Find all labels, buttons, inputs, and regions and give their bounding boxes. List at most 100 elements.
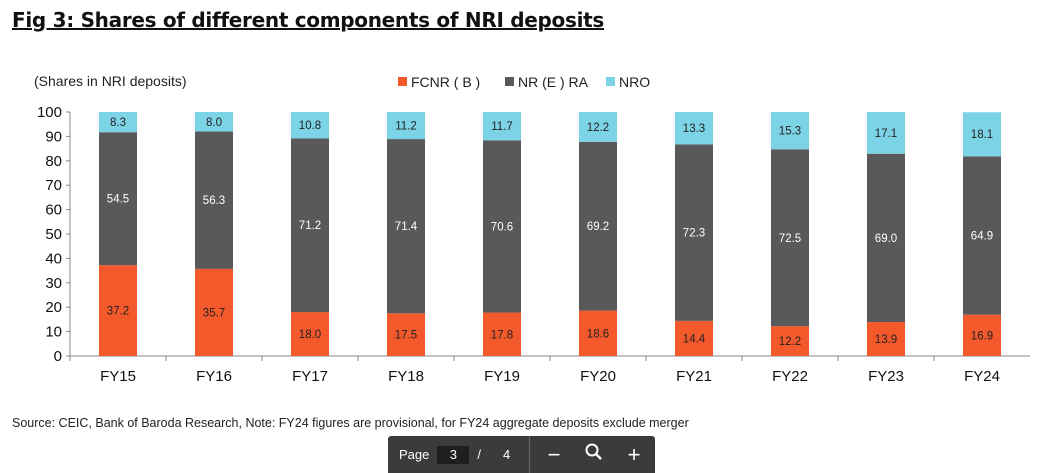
legend-label: NR (E ) RA [518,74,589,90]
page-separator: / [477,447,481,462]
data-label: 17.8 [491,329,513,341]
bar-segment [483,112,521,141]
data-label: 71.4 [395,221,418,233]
data-label: 17.5 [395,330,417,342]
y-tick-label: 40 [45,250,62,267]
bar-segment [963,112,1001,157]
stacked-bar-chart: (Shares in NRI deposits) FCNR ( B ) NR (E … [34,73,1030,385]
data-label: 13.3 [683,123,705,135]
legend-swatch [505,77,514,86]
bar-segment [291,312,329,356]
data-label: 8.3 [110,117,126,129]
bar-segment [483,312,521,356]
data-label: 18.1 [971,129,993,141]
data-label: 13.9 [875,334,897,346]
bar-segment [483,140,521,313]
page-indicator: Page 3 / 4 [388,436,530,473]
bar-segment [99,265,137,356]
legend-label: FCNR ( B ) [411,74,480,90]
legend-swatch [606,77,615,86]
data-label: 15.3 [779,126,801,138]
total-pages: 4 [503,447,511,462]
data-label: 14.4 [683,333,706,345]
bar-segment [867,112,905,154]
y-tick-label: 30 [45,275,62,292]
data-label: 18.6 [587,328,609,340]
y-axis-label: (Shares in NRI deposits) [34,73,187,89]
bar-segment [291,112,329,139]
bar-segment [675,320,713,356]
data-label: 17.1 [875,128,897,140]
data-label: 11.2 [395,121,417,133]
y-tick-label: 90 [45,128,62,145]
legend-label: NRO [619,74,650,90]
data-label: 54.5 [107,194,129,206]
data-label: 12.2 [587,122,609,134]
x-tick-label: FY20 [580,368,616,385]
bar-segment [99,112,137,133]
data-label: 12.2 [779,336,801,348]
x-tick-label: FY17 [292,368,328,385]
bar-segment [771,112,809,150]
bar-segment [387,313,425,356]
figure-title: Fig 3: Shares of different components of… [12,8,605,32]
bar-segment [579,310,617,356]
x-tick-label: FY19 [484,368,520,385]
bar-segment [195,268,233,356]
bar-segment [675,112,713,145]
bar-segment [867,153,905,323]
y-tick-label: 70 [45,177,62,194]
pdf-toolbar: Page 3 / 4 − + [388,436,655,473]
data-label: 8.0 [206,117,222,129]
zoom-reset-button[interactable] [574,442,614,468]
data-label: 16.9 [971,330,993,342]
x-tick-label: FY24 [964,368,1000,385]
bar-segment [771,326,809,356]
y-tick-label: 0 [54,348,62,365]
y-tick-label: 10 [45,324,62,341]
page-number-input[interactable]: 3 [437,445,470,464]
data-label: 72.3 [683,228,705,240]
data-label: 70.6 [491,221,513,233]
source-note: Source: CEIC, Bank of Baroda Research, N… [12,416,689,430]
data-label: 69.0 [875,233,897,245]
x-tick-label: FY16 [196,368,232,385]
data-label: 37.2 [107,306,129,318]
data-label: 11.7 [491,121,513,133]
data-label: 56.3 [203,195,225,207]
bar-segment [195,112,233,132]
bar-segment [867,322,905,356]
x-tick-label: FY18 [388,368,424,385]
bar-segment [963,156,1001,315]
y-tick-label: 100 [37,104,62,121]
zoom-out-button[interactable]: − [547,441,561,467]
data-label: 18.0 [299,329,321,341]
zoom-in-button[interactable]: + [627,441,641,467]
bar-segment [387,112,425,140]
bar-segment [963,314,1001,356]
y-tick-label: 50 [45,226,62,243]
data-label: 10.8 [299,120,321,132]
x-tick-label: FY15 [100,368,136,385]
bar-segment [675,144,713,321]
y-tick-label: 60 [45,202,62,219]
data-label: 71.2 [299,220,321,232]
data-label: 64.9 [971,231,993,243]
page-label: Page [399,447,430,462]
y-tick-label: 20 [45,299,62,316]
x-tick-label: FY21 [676,368,712,385]
data-label: 35.7 [203,307,225,319]
y-tick-label: 80 [45,153,62,170]
magnifier-icon [585,443,602,460]
bar-segment [291,138,329,313]
bar-segment [195,131,233,269]
bar-segment [387,139,425,314]
bar-segment [579,141,617,311]
x-tick-label: FY23 [868,368,904,385]
bar-segment [99,132,137,266]
bar-segment [579,112,617,142]
data-label: 69.2 [587,221,609,233]
bar-segment [771,149,809,327]
x-tick-label: FY22 [772,368,808,385]
data-label: 72.5 [779,233,801,245]
